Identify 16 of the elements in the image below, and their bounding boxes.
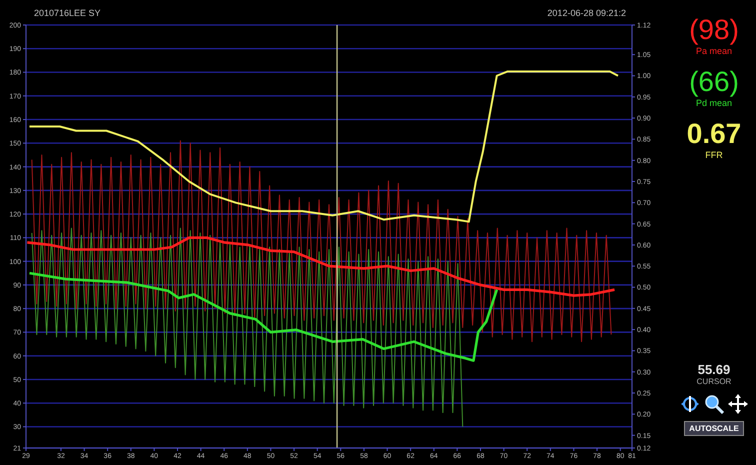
line-series <box>28 70 620 223</box>
text: Pa mean <box>694 46 734 56</box>
text: CURSOR <box>696 377 732 386</box>
text: (98) <box>688 14 740 46</box>
line-series <box>31 140 612 342</box>
line-series <box>28 272 498 362</box>
line-series <box>26 236 616 297</box>
text: AUTOSCALE <box>684 421 744 436</box>
text: FFR <box>704 150 724 160</box>
text: Pd mean <box>694 98 734 108</box>
text: 55.69 <box>696 362 732 377</box>
text: (66) <box>688 66 740 98</box>
chart-title: 2010716LEE SY <box>34 8 101 18</box>
text: 0.67 <box>686 118 742 150</box>
chart-subtitle: 2012-06-28 09:21:2 <box>547 8 626 18</box>
line-series <box>31 228 464 428</box>
